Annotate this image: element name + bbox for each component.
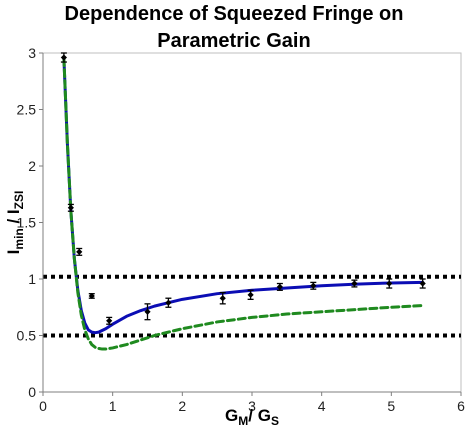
point-marker [247, 291, 254, 298]
data-point [106, 316, 113, 325]
y-axis-label-main: I [4, 250, 23, 255]
x-tick-label: 4 [318, 398, 326, 414]
point-marker [276, 283, 283, 291]
data-point [276, 282, 283, 291]
y-axis-label-sep: / I [4, 209, 23, 228]
data-point [67, 203, 74, 212]
y-tick-label: 1 [28, 271, 36, 287]
y-tick-label: 0 [28, 384, 36, 400]
data-point [386, 278, 393, 289]
point-marker [351, 280, 358, 287]
point-marker [310, 282, 317, 289]
data-point [419, 278, 426, 289]
x-axis-label-sub1: M [238, 414, 248, 427]
series-line-solid [62, 57, 425, 335]
reference-lines [43, 274, 461, 338]
data-point [219, 291, 226, 305]
y-axis-label-sub2: ZSI [12, 191, 26, 210]
series-line-dashed [62, 57, 425, 351]
plot-area [42, 52, 462, 393]
y-tick-label: 2 [28, 158, 36, 174]
x-tick-label: 0 [39, 398, 47, 414]
data-point [165, 297, 172, 308]
y-axis-label-sub1: min [12, 228, 26, 249]
data-point [351, 279, 358, 288]
y-tick-label: 3 [28, 45, 36, 61]
chart-title-line-1: Dependence of Squeezed Fringe on [65, 3, 404, 25]
point-marker [106, 317, 113, 324]
axes: 0 1 2 3 4 5 6 0 0.5 1 1.5 2 2.5 3 [17, 45, 466, 414]
data-point [310, 281, 317, 290]
point-marker [60, 54, 68, 61]
x-axis-label-sub2: S [271, 414, 279, 427]
data-point [60, 52, 68, 63]
point-marker [386, 280, 393, 287]
data-point [247, 289, 254, 300]
y-tick-label: 1.5 [17, 215, 37, 231]
y-tick-label: 0.5 [17, 328, 37, 344]
point-marker [419, 280, 426, 287]
data-point [88, 292, 95, 300]
plot-border [42, 52, 462, 393]
x-tick-label: 1 [109, 398, 117, 414]
x-tick-label: 6 [457, 398, 465, 414]
data-points [60, 52, 426, 325]
data-point [76, 247, 83, 256]
x-tick-label: 3 [248, 398, 256, 414]
point-marker [219, 295, 226, 302]
x-axis-label: GM/ GS [225, 406, 279, 427]
y-axis-label: Imin / IZSI [4, 191, 26, 255]
x-tick-label: 2 [178, 398, 186, 414]
x-tick-label: 5 [387, 398, 395, 414]
point-marker [165, 299, 172, 306]
model-curves [62, 57, 425, 351]
x-axis-label-sep: / G [248, 406, 271, 425]
point-marker [67, 204, 74, 211]
y-tick-label: 2.5 [17, 102, 37, 118]
point-marker [76, 248, 83, 255]
chart-title-line-2: Parametric Gain [157, 30, 310, 52]
x-axis-label-main: G [225, 406, 238, 425]
